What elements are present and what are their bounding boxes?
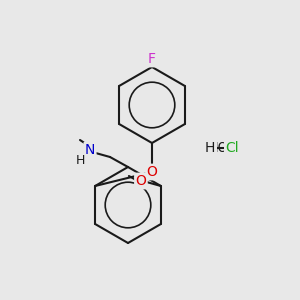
Text: H: H <box>205 141 215 155</box>
Text: O: O <box>147 165 158 179</box>
Text: F: F <box>148 52 156 66</box>
Text: O: O <box>136 174 146 188</box>
Text: N: N <box>85 143 95 157</box>
Text: HCl: HCl <box>209 141 235 155</box>
Text: H: H <box>75 154 85 166</box>
Text: Cl: Cl <box>225 141 239 155</box>
